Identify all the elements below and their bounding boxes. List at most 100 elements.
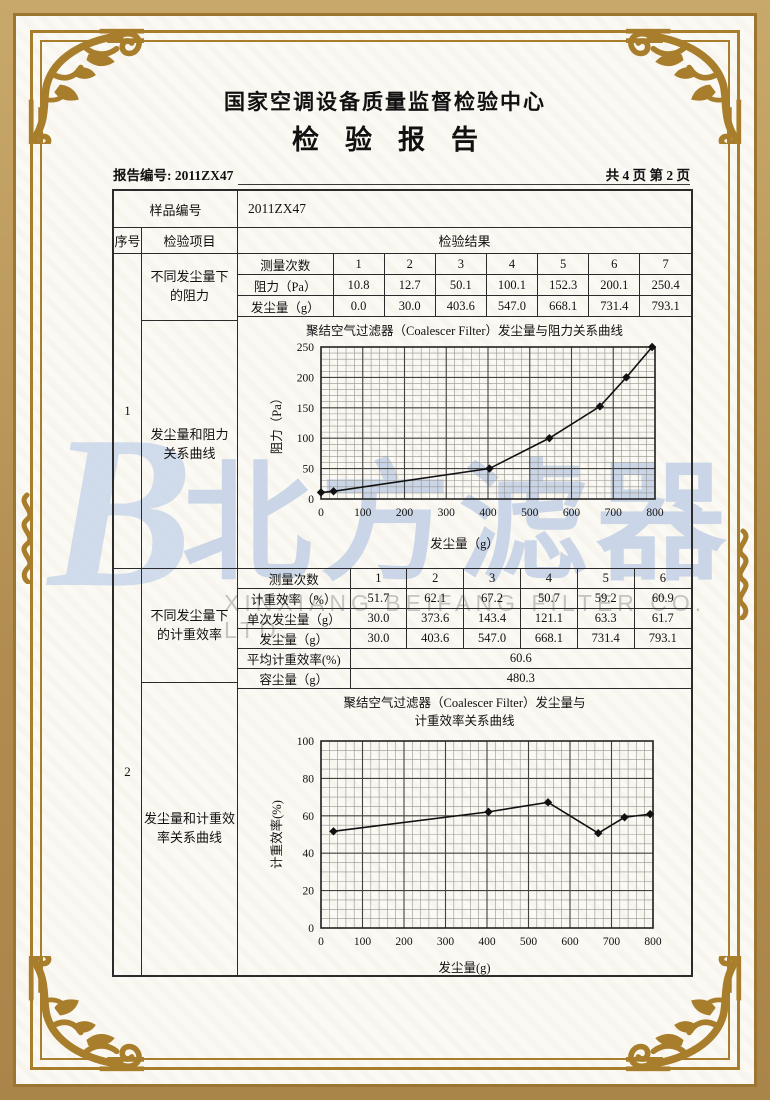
- section2-item-top: 不同发尘量下 的计重效率: [142, 569, 237, 683]
- svg-text:50: 50: [302, 464, 314, 476]
- section2-result-cell: 测量次数 1 2 3 4 5 6 计重效率（%） 51.7 62.1 67.2 50.7 59.2 60.…: [238, 569, 691, 975]
- chart1-block: 聚结空气过滤器（Coalescer Filter）发尘量与阻力关系曲线 0 100…: [238, 317, 691, 552]
- value-cell: 547.0: [463, 628, 521, 649]
- item-line: 率关系曲线: [156, 830, 222, 845]
- label-cell: 测量次数: [238, 254, 334, 275]
- value-cell: 100.1: [485, 274, 539, 296]
- value-cell: 51.7: [349, 588, 408, 609]
- value-cell: 6: [588, 254, 641, 275]
- value-cell: 63.3: [576, 608, 635, 629]
- value-cell: 50.1: [434, 274, 487, 296]
- value-cell: 12.7: [383, 274, 436, 296]
- svg-text:150: 150: [296, 403, 314, 415]
- svg-text:200: 200: [395, 507, 413, 519]
- value-cell: 2: [383, 254, 436, 275]
- section2-item-bottom: 发尘量和计重效 率关系曲线: [142, 683, 237, 975]
- svg-text:600: 600: [562, 507, 580, 519]
- section2-item-cell: 不同发尘量下 的计重效率 发尘量和计重效 率关系曲线: [142, 569, 238, 975]
- chart2-title-line2: 计重效率关系曲线: [414, 714, 515, 729]
- value-cell: 668.1: [519, 628, 578, 649]
- value-cell: 547.0: [485, 295, 539, 317]
- header-seq-cell: 序号: [114, 228, 142, 254]
- watermark-logo-icon: B: [48, 392, 194, 633]
- svg-text:400: 400: [478, 936, 496, 948]
- value-cell: 3: [434, 254, 487, 275]
- corner-flourish-icon: [28, 28, 144, 144]
- svg-text:400: 400: [479, 507, 497, 519]
- value-cell: 1: [349, 569, 408, 589]
- efficiency-chart: 0 100 200 300 400 500 600 700 800 0 20 40 60 80 100 计重效…: [269, 736, 662, 948]
- corner-flourish-icon: [626, 956, 742, 1072]
- value-cell: 668.1: [537, 295, 590, 317]
- table-row: 计重效率（%） 51.7 62.1 67.2 50.7 59.2 60.9: [238, 588, 691, 609]
- label-cell: 平均计重效率(%): [238, 648, 351, 669]
- watermark: B 北方滤器 XINXIANG BEIFANG FILTER CO. LTD.: [0, 404, 770, 668]
- svg-text:700: 700: [602, 936, 620, 948]
- side-scroll-icon: [21, 492, 33, 584]
- svg-text:0: 0: [308, 923, 314, 935]
- svg-text:20: 20: [302, 885, 314, 897]
- report-number: 报告编号: 2011ZX47: [113, 164, 233, 184]
- value-cell: 60.6: [349, 648, 691, 669]
- value-cell: 200.1: [588, 274, 641, 296]
- label-cell: 阻力（Pa）: [238, 274, 334, 296]
- value-cell: 373.6: [406, 608, 465, 629]
- value-cell: 731.4: [588, 295, 641, 317]
- side-scroll-icon: [737, 528, 749, 620]
- value-cell: 1: [332, 254, 385, 275]
- value-cell: 4: [485, 254, 539, 275]
- svg-text:300: 300: [437, 507, 455, 519]
- svg-text:0: 0: [318, 507, 324, 519]
- value-cell: 30.0: [383, 295, 436, 317]
- table-row: 发尘量（g） 30.0 403.6 547.0 668.1 731.4 793.1: [238, 628, 691, 649]
- item-line: 关系曲线: [163, 445, 216, 461]
- svg-text:800: 800: [646, 507, 664, 519]
- report-meta-row: 报告编号: 2011ZX47 共 4 页 第 2 页: [113, 164, 690, 184]
- value-cell: 7: [639, 254, 691, 275]
- meta-rule: [238, 184, 690, 185]
- svg-text:800: 800: [644, 936, 662, 948]
- svg-text:80: 80: [302, 773, 314, 785]
- table-row: 发尘量（g） 0.0 30.0 403.6 547.0 668.1 731.4 793.1: [238, 295, 691, 317]
- item-line: 不同发尘量下: [150, 269, 229, 285]
- item-line: 发尘量和阻力: [150, 426, 229, 442]
- svg-text:500: 500: [521, 507, 539, 519]
- header-item-cell: 检验项目: [142, 228, 238, 254]
- value-cell: 67.2: [463, 588, 521, 609]
- item-line: 的阻力: [169, 288, 209, 303]
- svg-text:60: 60: [302, 810, 314, 822]
- value-cell: 2: [406, 569, 465, 589]
- table-row: 阻力（Pa） 10.8 12.7 50.1 100.1 152.3 200.1 250.4: [238, 274, 691, 296]
- section1-item-top: 不同发尘量下 的阻力: [142, 254, 237, 321]
- value-cell: 5: [576, 569, 635, 589]
- svg-text:100: 100: [353, 936, 371, 948]
- svg-text:600: 600: [561, 936, 579, 948]
- value-cell: 5: [537, 254, 590, 275]
- resistance-table: 测量次数 1 2 3 4 5 6 7 阻力（Pa） 10.8 12.7 50.1 100.1 152.3 2…: [238, 254, 691, 317]
- paper-background: [13, 13, 757, 1087]
- value-cell: 0.0: [332, 295, 385, 317]
- item-line: 发尘量和计重效: [143, 811, 235, 827]
- chart1-title: 聚结空气过滤器（Coalescer Filter）发尘量与阻力关系曲线: [306, 324, 623, 338]
- svg-text:300: 300: [436, 936, 454, 948]
- table-row: 单次发尘量（g） 30.0 373.6 143.4 121.1 63.3 61.7: [238, 608, 691, 629]
- center-name-title: 国家空调设备质量监督检验中心: [224, 91, 546, 114]
- item-line: 不同发尘量下: [150, 607, 229, 623]
- corner-flourish-icon: [626, 28, 742, 144]
- value-cell: 403.6: [406, 628, 465, 649]
- svg-text:500: 500: [519, 936, 537, 948]
- section2-seq-cell: 2: [114, 569, 142, 975]
- page-info: 共 4 页 第 2 页: [605, 168, 690, 183]
- value-cell: 50.7: [519, 588, 578, 609]
- sample-value-cell: 2011ZX47: [238, 191, 691, 228]
- value-cell: 3: [463, 569, 521, 589]
- value-cell: 403.6: [434, 295, 487, 317]
- value-cell: 793.1: [639, 295, 691, 317]
- value-cell: 60.9: [633, 588, 691, 609]
- svg-text:阻力（Pa）: 阻力（Pa）: [270, 392, 284, 455]
- frame-inner-line: [40, 40, 730, 1060]
- svg-text:100: 100: [296, 736, 314, 748]
- chart2-block: 聚结空气过滤器（Coalescer Filter）发尘量与 计重效率关系曲线 0…: [238, 689, 691, 976]
